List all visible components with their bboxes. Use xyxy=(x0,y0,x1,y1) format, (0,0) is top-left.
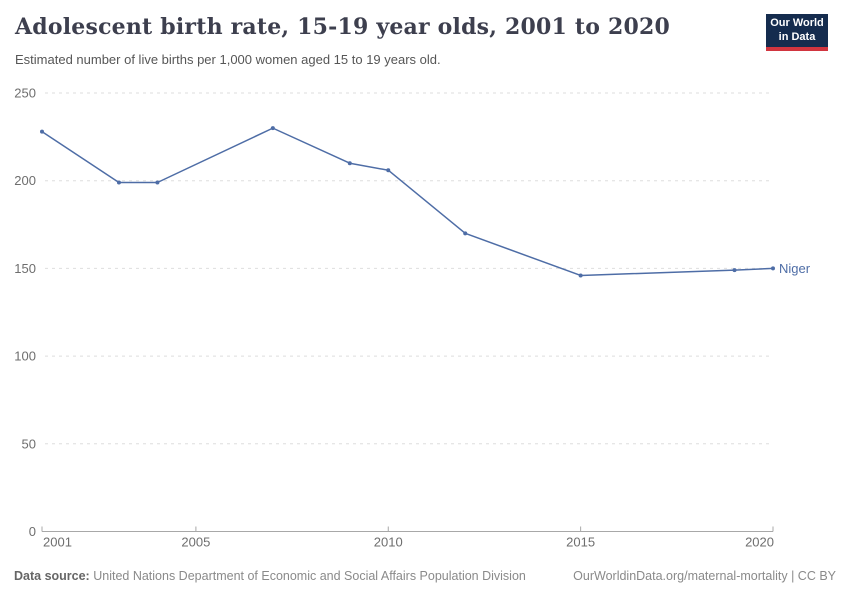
data-point-2003 xyxy=(116,180,121,185)
data-point-2010 xyxy=(386,168,391,173)
line-chart: 0 50 100 150 200 250 2001 2005 2010 2015 2020 Niger xyxy=(14,86,811,550)
chart-footer: Data source: United Nations Department o… xyxy=(14,569,836,583)
series-line-niger xyxy=(41,127,774,277)
data-point-2020 xyxy=(771,266,776,271)
y-tick-label-100: 100 xyxy=(14,349,36,364)
y-tick-label-150: 150 xyxy=(14,261,36,276)
data-point-2015 xyxy=(578,273,583,278)
x-tick-label-2005: 2005 xyxy=(181,535,210,550)
y-tick-label-200: 200 xyxy=(14,173,36,188)
page-title: Adolescent birth rate, 15-19 year olds, … xyxy=(15,14,670,40)
owid-logo-line1: Our World xyxy=(770,17,824,30)
owid-link[interactable]: OurWorldinData.org/maternal-mortality | … xyxy=(573,569,836,583)
data-point-2012 xyxy=(463,231,468,236)
x-tick-label-2020: 2020 xyxy=(745,535,774,550)
y-tick-label-50: 50 xyxy=(22,436,36,451)
x-tick-label-2001: 2001 xyxy=(43,535,72,550)
owid-logo-line2: in Data xyxy=(778,30,816,43)
data-point-2001 xyxy=(40,129,44,134)
x-tick-label-2015: 2015 xyxy=(566,535,595,550)
data-point-2004 xyxy=(155,180,160,185)
chart-subtitle: Estimated number of live births per 1,00… xyxy=(15,52,441,67)
data-source-note: Data source: United Nations Department o… xyxy=(14,569,526,583)
data-point-2009 xyxy=(347,161,352,166)
data-point-2019 xyxy=(732,268,737,273)
data-source-label: Data source: xyxy=(14,569,90,583)
data-point-2007 xyxy=(270,126,275,131)
y-tick-label-0: 0 xyxy=(29,524,36,539)
entity-label-niger: Niger xyxy=(779,261,811,276)
owid-logo[interactable]: Our World in Data xyxy=(766,14,828,51)
data-source-text: United Nations Department of Economic an… xyxy=(93,569,526,583)
x-tick-label-2010: 2010 xyxy=(374,535,403,550)
y-tick-label-250: 250 xyxy=(14,86,36,101)
